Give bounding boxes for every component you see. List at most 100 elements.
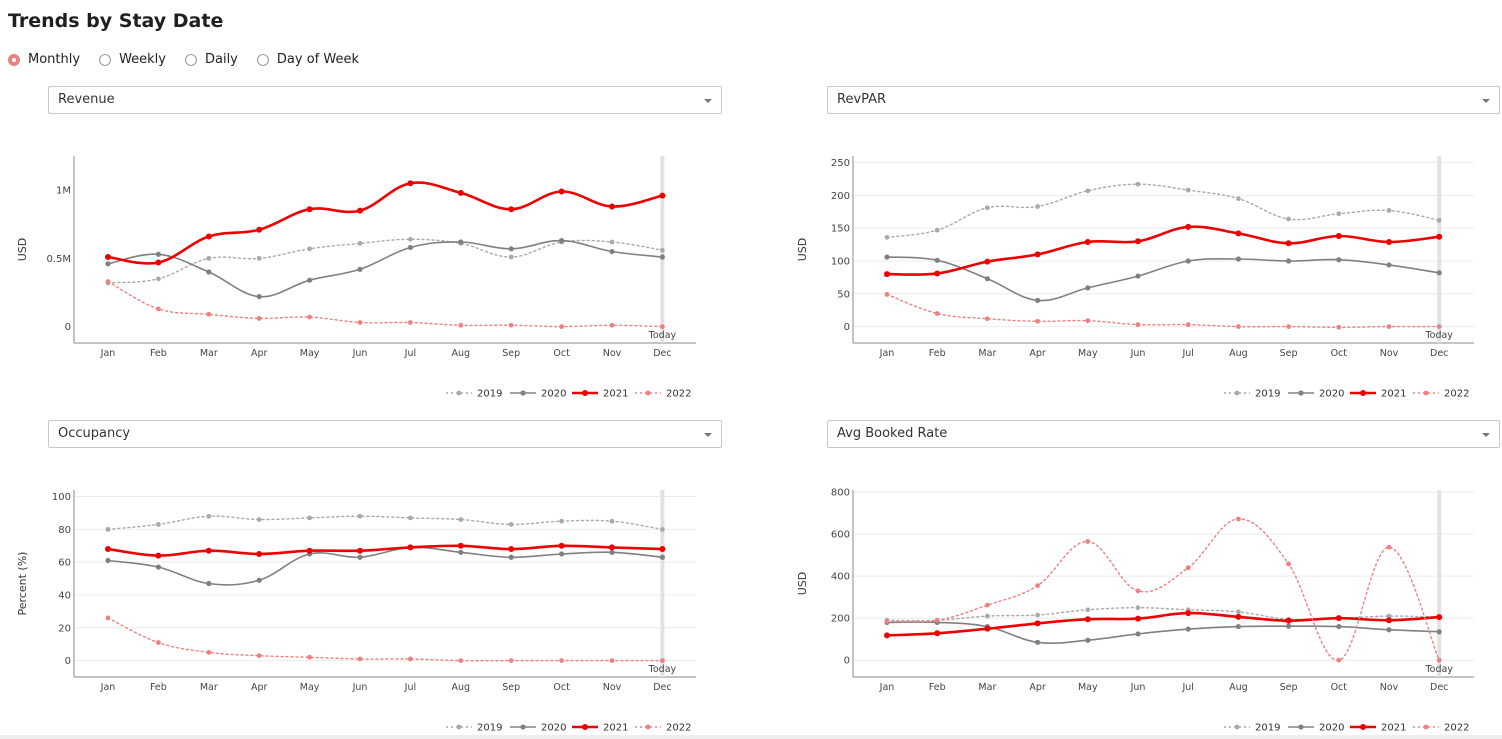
data-point-2022 xyxy=(458,322,464,328)
legend-label-2019: 2019 xyxy=(1255,723,1280,734)
data-point-2022 xyxy=(256,653,262,659)
data-point-2020 xyxy=(1185,258,1191,264)
x-tick-label: Oct xyxy=(1331,348,1348,359)
metric-dropdown-revenue[interactable]: Revenue xyxy=(48,86,722,114)
data-point-2019 xyxy=(105,526,111,532)
series-2022 xyxy=(884,292,1442,330)
data-point-2022 xyxy=(884,618,890,624)
data-point-2022 xyxy=(884,292,890,297)
data-point-2019 xyxy=(508,254,514,260)
data-point-2019 xyxy=(1386,208,1392,213)
data-point-2019 xyxy=(357,240,363,246)
y-tick-label: 800 xyxy=(831,488,850,499)
data-point-2020 xyxy=(1235,256,1241,262)
x-tick-label: Feb xyxy=(929,682,946,693)
metric-dropdown-occupancy[interactable]: Occupancy xyxy=(48,420,722,448)
metric-dropdown-revpar[interactable]: RevPAR xyxy=(827,86,1500,114)
radio-circle[interactable] xyxy=(256,53,269,66)
data-point-2019 xyxy=(1286,216,1291,222)
occupancy-chart: Today 0 20 40 60 80 100 Percent (%) Jan Feb Mar Apr… xyxy=(16,490,696,734)
data-point-2020 xyxy=(1436,270,1442,276)
data-point-2020 xyxy=(357,554,363,560)
data-point-2020 xyxy=(256,577,262,583)
x-tick-label: Aug xyxy=(452,348,471,359)
radio-label: Daily xyxy=(204,52,238,67)
radio-daily[interactable]: Daily xyxy=(184,52,238,67)
data-point-2020 xyxy=(1386,627,1392,633)
data-point-2019 xyxy=(1336,211,1342,217)
metric-dropdown-avg-booked-rate[interactable]: Avg Booked Rate xyxy=(827,420,1500,448)
data-point-2020 xyxy=(1035,639,1041,645)
legend-marker-2020 xyxy=(1298,724,1304,730)
data-point-2019 xyxy=(508,522,514,527)
data-point-2022 xyxy=(1135,322,1141,328)
series-line-2019 xyxy=(886,183,1440,239)
data-point-2022 xyxy=(1286,561,1291,567)
data-point-2020 xyxy=(659,254,666,260)
data-point-2020 xyxy=(1185,626,1191,632)
x-tick-label: Jan xyxy=(879,348,895,359)
data-point-2022 xyxy=(1436,324,1442,329)
data-point-2021 xyxy=(609,203,615,210)
data-point-2022 xyxy=(1286,324,1291,329)
data-point-2019 xyxy=(256,517,262,522)
x-tick-label: Dec xyxy=(1430,682,1448,693)
x-tick-label: May xyxy=(300,682,320,693)
radio-circle[interactable] xyxy=(8,53,20,66)
radio-monthly[interactable]: Monthly xyxy=(8,52,80,67)
data-point-2020 xyxy=(105,261,111,267)
x-tick-label: Jul xyxy=(404,682,416,693)
data-point-2021 xyxy=(1084,238,1091,245)
data-point-2019 xyxy=(559,518,564,524)
data-point-2022 xyxy=(985,602,990,608)
radio-weekly[interactable]: Weekly xyxy=(99,52,166,67)
legend-label-2022: 2022 xyxy=(666,389,691,400)
legend-marker-2021 xyxy=(582,724,588,730)
x-tick-label: Mar xyxy=(200,682,218,693)
data-point-2022 xyxy=(1236,516,1241,522)
x-tick-label: Jun xyxy=(1130,682,1146,693)
data-point-2019 xyxy=(1185,187,1191,193)
data-point-2021 xyxy=(457,542,464,549)
radio-circle[interactable] xyxy=(184,53,197,66)
x-tick-label: Oct xyxy=(553,348,570,359)
legend-marker-2020 xyxy=(520,724,526,730)
data-point-2021 xyxy=(934,630,941,637)
data-point-2019 xyxy=(934,227,940,233)
radio-circle[interactable] xyxy=(99,53,112,66)
data-point-2021 xyxy=(205,233,212,240)
legend-label-2020: 2020 xyxy=(541,389,566,400)
data-point-2022 xyxy=(1035,318,1040,324)
data-point-2019 xyxy=(985,205,990,211)
data-point-2019 xyxy=(1386,613,1392,619)
data-point-2021 xyxy=(357,547,363,554)
revenue-chart: Today 0 0.5M 1M USD Jan Feb Mar Apr May Jun Jul Aug S… xyxy=(16,156,696,400)
data-point-2021 xyxy=(105,254,111,261)
chevron-down-icon xyxy=(704,433,712,437)
series-line-2022 xyxy=(886,518,1440,661)
x-tick-label: Feb xyxy=(150,682,167,693)
data-point-2022 xyxy=(307,314,312,320)
data-point-2021 xyxy=(1135,238,1141,245)
data-point-2020 xyxy=(307,277,313,283)
chevron-down-icon xyxy=(1482,433,1490,437)
x-tick-label: May xyxy=(1078,682,1098,693)
revpar-chart: Today 0 50 100 150 200 250 USD Jan Feb Mar Apr May Ju… xyxy=(796,156,1474,400)
data-point-2021 xyxy=(1185,223,1192,230)
data-point-2022 xyxy=(559,324,564,330)
legend: 2019 2020 2021 2022 xyxy=(1224,723,1469,734)
data-point-2020 xyxy=(206,580,212,587)
x-tick-label: Feb xyxy=(150,348,167,359)
y-tick-label: 0 xyxy=(844,656,850,667)
radio-day-of-week[interactable]: Day of Week xyxy=(256,52,359,67)
series-line-2020 xyxy=(886,621,1440,645)
data-point-2019 xyxy=(660,526,665,532)
data-point-2019 xyxy=(307,246,312,252)
y-tick-label: 100 xyxy=(831,256,850,267)
legend-label-2019: 2019 xyxy=(477,723,502,734)
x-tick-label: Apr xyxy=(251,348,268,359)
series-2020 xyxy=(884,254,1442,303)
y-tick-label: 0.5M xyxy=(46,254,71,265)
data-point-2021 xyxy=(984,625,991,632)
y-axis-label: Percent (%) xyxy=(16,552,29,616)
